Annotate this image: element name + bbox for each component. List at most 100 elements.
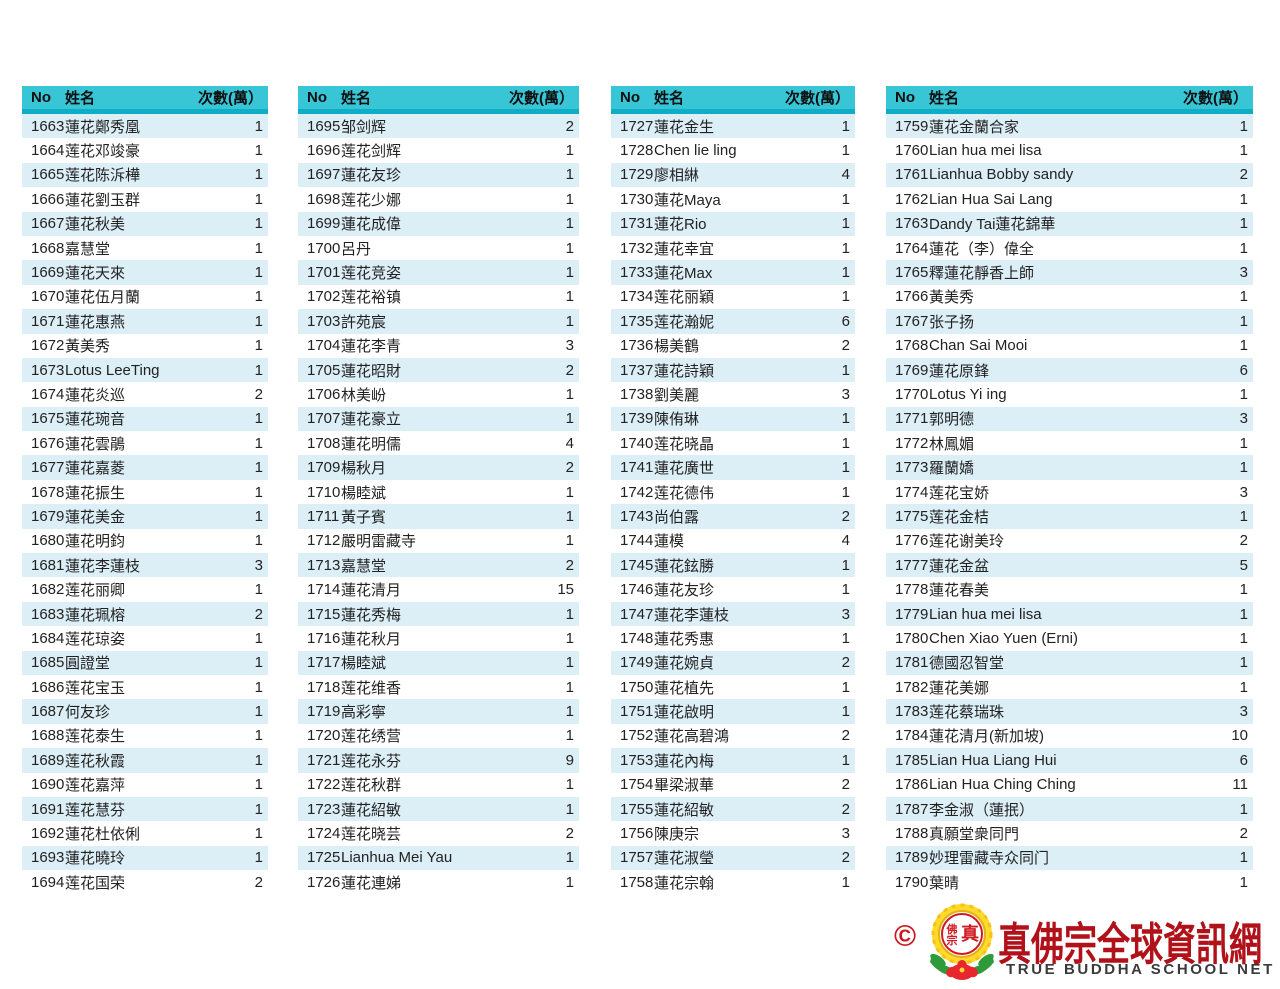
- header-count: 次數(萬）: [1183, 90, 1248, 107]
- row-no: 1688: [31, 727, 65, 745]
- row-name: Dandy Tai蓮花錦華: [929, 216, 1056, 234]
- svg-text:佛: 佛: [946, 922, 958, 936]
- table-row: 1777 蓮花金盆 5: [886, 553, 1253, 578]
- row-name: 葉晴: [929, 874, 960, 892]
- row-no: 1695: [307, 117, 341, 135]
- table-row: 1694 莲花国荣 2: [22, 870, 268, 894]
- donation-table-1: No 姓名 次數(萬） 1663 蓮花鄭秀凰 1 1664 莲花邓竣豪 1 1665 莲花陈泝…: [22, 86, 268, 895]
- row-no: 1717: [307, 654, 341, 672]
- row-count: 1: [254, 312, 263, 330]
- row-count: 2: [254, 385, 263, 403]
- table-row: 1744 蓮模 4: [611, 529, 855, 553]
- row-count: 1: [565, 800, 574, 818]
- row-no: 1740: [620, 434, 654, 452]
- row-count: 1: [841, 581, 850, 599]
- row-no: 1766: [895, 288, 929, 306]
- row-name: 楊睦斌: [341, 655, 387, 673]
- row-no: 1713: [307, 556, 341, 574]
- table-row: 1781 德國忍智堂 1: [886, 650, 1253, 675]
- row-name: 真願堂衆同門: [929, 826, 1020, 844]
- table-row: 1732 蓮花幸宜 1: [611, 236, 855, 260]
- table-row: 1761 Lianhua Bobby sandy 2: [886, 162, 1253, 188]
- row-name: 蓮花（李）偉全: [929, 240, 1035, 258]
- row-no: 1723: [307, 800, 341, 818]
- row-count: 1: [254, 434, 263, 452]
- table-row: 1701 莲花竞姿 1: [298, 260, 579, 285]
- row-name: Lian Hua Liang Hui: [929, 751, 1057, 769]
- row-no: 1732: [620, 239, 654, 257]
- row-name: 李金淑（蓮抿）: [929, 801, 1035, 819]
- row-count: 4: [841, 166, 850, 184]
- row-name: 莲花维香: [341, 679, 402, 697]
- row-no: 1765: [895, 264, 929, 282]
- row-name: 楊秋月: [341, 460, 387, 478]
- row-no: 1687: [31, 703, 65, 721]
- row-name: 莲花宝玉: [65, 679, 126, 697]
- header-name: 姓名: [929, 90, 960, 107]
- table-row: 1749 蓮花婉貞 2: [611, 650, 855, 675]
- row-name: 蓮花美金: [65, 508, 126, 526]
- row-count: 10: [1231, 727, 1248, 745]
- row-name: 莲花宝娇: [929, 484, 990, 502]
- row-count: 9: [565, 751, 574, 769]
- row-count: 3: [841, 385, 850, 403]
- row-no: 1729: [620, 166, 654, 184]
- row-count: 1: [565, 312, 574, 330]
- row-no: 1768: [895, 337, 929, 355]
- row-no: 1721: [307, 751, 341, 769]
- table-body: 1695 邹剑辉 2 1696 莲花剑辉 1 1697 蓮花友珍 1 1698 莲花少娜 1 1699 蓮…: [298, 114, 579, 895]
- row-name: 蓮花秀梅: [341, 606, 402, 624]
- row-name: 蓮花秀惠: [654, 630, 715, 648]
- row-no: 1678: [31, 483, 65, 501]
- header-name: 姓名: [654, 90, 685, 107]
- row-no: 1762: [895, 190, 929, 208]
- row-no: 1739: [620, 410, 654, 428]
- row-no: 1749: [620, 654, 654, 672]
- row-count: 1: [1239, 142, 1248, 160]
- row-no: 1704: [307, 337, 341, 355]
- row-name: 嘉慧堂: [341, 557, 387, 575]
- row-name: 蓮花淑瑩: [654, 850, 715, 868]
- site-subtitle: TRUE BUDDHA SCHOOL NET: [1006, 961, 1275, 978]
- table-row: 1767 张子扬 1: [886, 309, 1253, 334]
- table-row: 1696 莲花剑辉 1: [298, 138, 579, 162]
- row-name: 蓮花內梅: [654, 752, 715, 770]
- table-row: 1742 莲花德伟 1: [611, 480, 855, 504]
- table-row: 1760 Lian hua mei lisa 1: [886, 138, 1253, 162]
- row-name: 莲花慧芬: [65, 801, 126, 819]
- row-no: 1770: [895, 385, 929, 403]
- row-count: 1: [841, 190, 850, 208]
- row-count: 1: [841, 629, 850, 647]
- row-count: 1: [254, 532, 263, 550]
- row-count: 2: [1239, 825, 1248, 843]
- row-count: 1: [254, 483, 263, 501]
- row-name: 蓮模: [654, 533, 685, 551]
- row-no: 1758: [620, 873, 654, 891]
- table-row: 1692 蓮花杜依俐 1: [22, 821, 268, 845]
- row-count: 2: [565, 459, 574, 477]
- row-no: 1775: [895, 507, 929, 525]
- table-row: 1738 劉美麗 3: [611, 382, 855, 406]
- row-name: 蓮花婉貞: [654, 655, 715, 673]
- row-name: 蓮花紹敏: [341, 801, 402, 819]
- row-count: 6: [1239, 361, 1248, 379]
- row-no: 1742: [620, 483, 654, 501]
- table-header: No 姓名 次數(萬）: [22, 86, 268, 114]
- row-count: 1: [565, 678, 574, 696]
- row-name: 莲花泰生: [65, 728, 126, 746]
- row-no: 1667: [31, 215, 65, 233]
- row-no: 1780: [895, 629, 929, 647]
- table-row: 1743 尚伯露 2: [611, 504, 855, 529]
- row-name: 莲花晓晶: [654, 435, 715, 453]
- table-row: 1719 高彩寧 1: [298, 699, 579, 724]
- row-name: 蓮花鉉勝: [654, 557, 715, 575]
- row-no: 1666: [31, 190, 65, 208]
- row-no: 1669: [31, 264, 65, 282]
- row-name: 蓮花炎巡: [65, 386, 126, 404]
- row-name: 蓮花天來: [65, 265, 126, 283]
- row-no: 1741: [620, 459, 654, 477]
- row-no: 1778: [895, 581, 929, 599]
- row-count: 1: [841, 678, 850, 696]
- row-no: 1668: [31, 239, 65, 257]
- row-name: 蓮花李蓮枝: [654, 606, 730, 624]
